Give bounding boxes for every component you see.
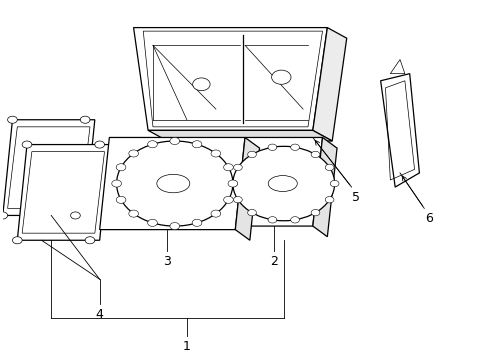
Circle shape xyxy=(247,151,256,158)
Circle shape xyxy=(291,217,299,223)
Polygon shape xyxy=(99,138,245,230)
Circle shape xyxy=(193,78,210,91)
Circle shape xyxy=(129,150,139,157)
Circle shape xyxy=(22,141,32,148)
Polygon shape xyxy=(381,74,419,187)
Circle shape xyxy=(95,141,104,148)
Circle shape xyxy=(234,197,242,203)
Circle shape xyxy=(223,164,233,171)
Circle shape xyxy=(311,210,320,216)
Polygon shape xyxy=(313,138,337,237)
Circle shape xyxy=(0,212,8,219)
Circle shape xyxy=(291,144,299,150)
Text: 1: 1 xyxy=(183,340,191,353)
Circle shape xyxy=(85,237,95,244)
Circle shape xyxy=(170,222,180,230)
Circle shape xyxy=(330,180,339,187)
Circle shape xyxy=(71,212,80,219)
Circle shape xyxy=(8,116,17,123)
Circle shape xyxy=(147,219,157,226)
Circle shape xyxy=(116,164,126,171)
Circle shape xyxy=(147,141,157,148)
Circle shape xyxy=(80,116,90,123)
Circle shape xyxy=(192,219,202,226)
Ellipse shape xyxy=(268,176,297,192)
Text: 3: 3 xyxy=(164,255,171,268)
Circle shape xyxy=(268,217,277,223)
Ellipse shape xyxy=(157,174,190,193)
Circle shape xyxy=(117,141,233,226)
Circle shape xyxy=(228,180,237,187)
Text: 2: 2 xyxy=(270,255,278,268)
Circle shape xyxy=(268,144,277,150)
Circle shape xyxy=(116,196,126,203)
Circle shape xyxy=(233,146,335,221)
Circle shape xyxy=(170,138,180,145)
Polygon shape xyxy=(235,138,260,240)
Polygon shape xyxy=(391,59,405,74)
Circle shape xyxy=(129,210,139,217)
Circle shape xyxy=(234,164,242,171)
Circle shape xyxy=(247,210,256,216)
Circle shape xyxy=(228,180,238,187)
Circle shape xyxy=(12,237,22,244)
Circle shape xyxy=(223,196,233,203)
Polygon shape xyxy=(313,28,347,141)
Polygon shape xyxy=(17,145,109,240)
Text: 5: 5 xyxy=(352,191,361,204)
Circle shape xyxy=(112,180,122,187)
Circle shape xyxy=(325,164,334,171)
Polygon shape xyxy=(3,120,95,215)
Text: 6: 6 xyxy=(425,212,433,225)
Circle shape xyxy=(325,197,334,203)
Polygon shape xyxy=(148,130,332,141)
Circle shape xyxy=(311,151,320,158)
Circle shape xyxy=(211,210,220,217)
Circle shape xyxy=(271,70,291,84)
Text: 4: 4 xyxy=(96,308,103,321)
Circle shape xyxy=(192,141,202,148)
Polygon shape xyxy=(134,28,327,130)
Circle shape xyxy=(211,150,220,157)
Polygon shape xyxy=(235,138,322,226)
